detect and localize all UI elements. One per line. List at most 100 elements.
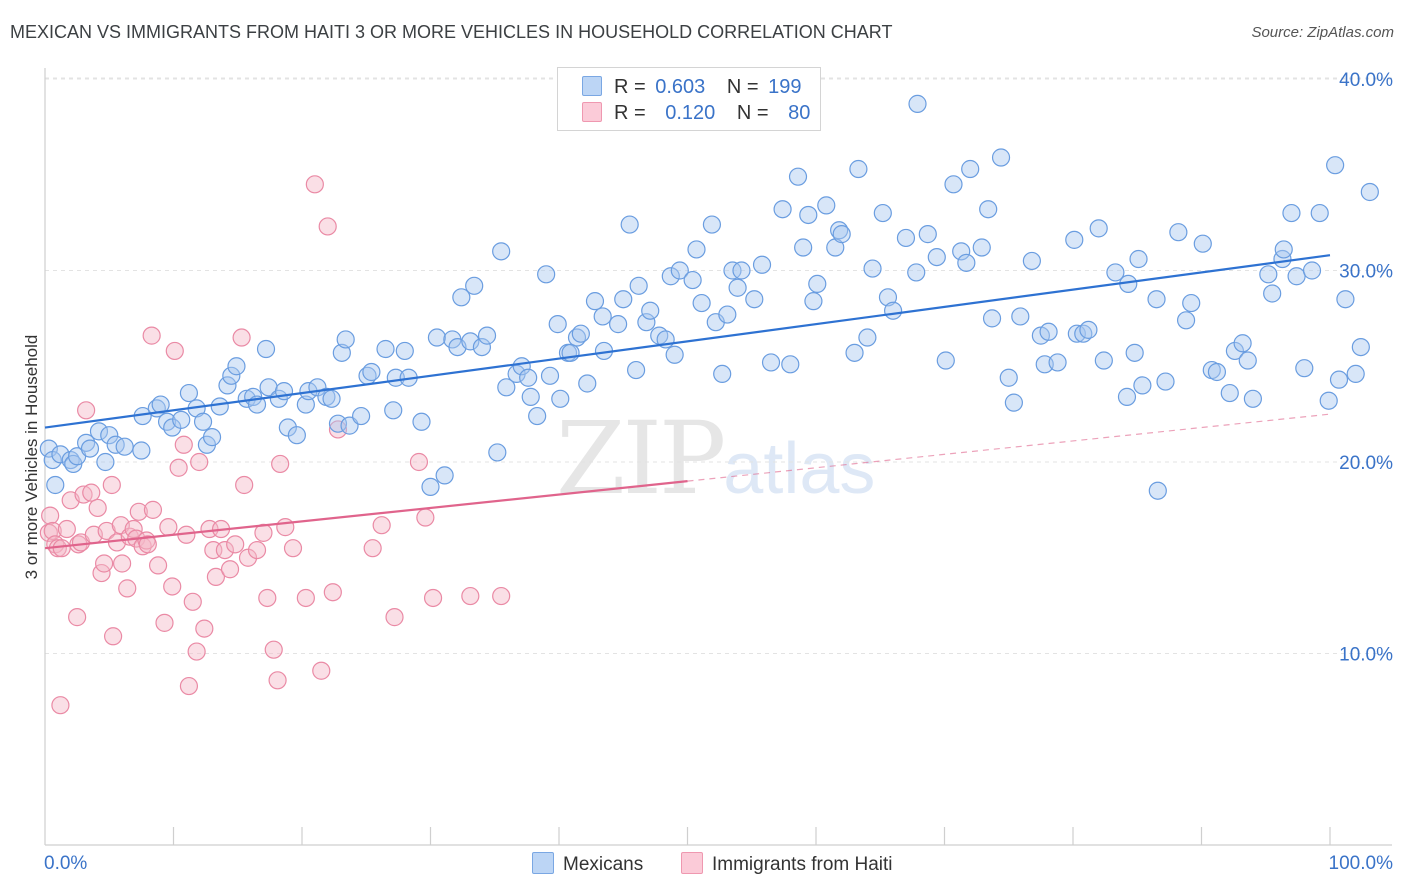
mexican-point <box>218 376 237 395</box>
haiti-point <box>82 483 101 502</box>
mexican-point <box>1295 359 1314 378</box>
haiti-point <box>77 401 96 420</box>
mexican-point <box>1176 311 1196 330</box>
haiti-point <box>138 535 157 554</box>
mexican-point <box>1259 265 1278 284</box>
r-label: R = <box>614 102 646 124</box>
mexican-point <box>665 345 684 364</box>
mexican-point <box>537 265 556 284</box>
mexican-point <box>1117 387 1137 406</box>
mexican-point <box>626 360 646 380</box>
haiti-point <box>155 613 174 632</box>
haiti-point <box>363 539 382 558</box>
haiti-point <box>57 519 76 539</box>
mexican-point <box>1148 481 1167 500</box>
haiti-point <box>88 498 107 518</box>
mexican-point <box>551 389 570 408</box>
mexican-point <box>352 406 371 426</box>
mexican-point <box>1106 263 1125 282</box>
mexican-point <box>641 301 660 320</box>
haiti-point <box>235 475 254 495</box>
haiti-point <box>271 454 290 474</box>
haiti-point <box>179 676 199 696</box>
mexican-point <box>614 290 633 309</box>
watermark-zip: ZIP <box>556 400 726 517</box>
mexicans-trend-line <box>44 254 1331 429</box>
haiti-point <box>268 671 287 690</box>
mexican-point <box>1310 203 1329 223</box>
mexican-point <box>991 148 1011 167</box>
haiti-point <box>174 435 193 454</box>
mexican-point <box>1273 249 1292 269</box>
mexican-point <box>687 240 706 259</box>
mexican-point <box>362 362 381 382</box>
mexican-point <box>477 326 497 345</box>
mexican-point <box>578 374 597 393</box>
mexican-point <box>863 259 882 278</box>
mexican-point <box>896 228 916 248</box>
haiti-point <box>232 328 251 347</box>
mexican-point <box>172 410 191 429</box>
haiti-point <box>159 518 178 537</box>
haiti-point <box>68 608 87 627</box>
haiti-point <box>328 420 348 439</box>
watermark: ZIPatlas <box>556 400 875 517</box>
mexican-point <box>728 278 747 297</box>
x-tick-label: 100.0% <box>1329 853 1394 874</box>
haiti-point <box>318 217 337 236</box>
mexican-point <box>1067 324 1086 343</box>
mexican-point <box>702 215 722 234</box>
source-label: Source: ZipAtlas.com <box>1251 24 1394 41</box>
mexican-point <box>936 351 955 370</box>
mexican-point <box>1125 343 1144 362</box>
mexican-point <box>1274 240 1293 259</box>
mexican-point <box>585 292 605 311</box>
mexican-point <box>732 261 751 280</box>
mexican-point <box>609 315 628 334</box>
mexican-point <box>132 441 151 460</box>
mexican-point <box>1022 251 1041 271</box>
legend-label-mexicans: Mexicans <box>563 854 644 875</box>
mexican-point <box>46 475 65 495</box>
mexican-point <box>1225 341 1245 361</box>
mexican-point <box>1079 320 1098 339</box>
mexican-point <box>322 389 341 408</box>
mexican-point <box>96 452 115 472</box>
legend-item-haiti[interactable]: Immigrants from Haiti <box>681 852 893 876</box>
haiti-point <box>195 619 214 638</box>
mexican-point <box>1207 362 1227 382</box>
haiti-points <box>39 175 511 715</box>
haiti-point <box>409 452 429 472</box>
legend-swatch-mexicans <box>532 852 554 874</box>
mexican-point <box>752 255 772 274</box>
mexican-point <box>952 242 971 261</box>
haiti-point <box>165 341 184 361</box>
mexican-point <box>256 339 276 359</box>
mexican-point <box>222 366 241 385</box>
haiti-point <box>385 608 404 627</box>
mexican-point <box>845 343 864 362</box>
haiti-point <box>372 516 391 535</box>
mexican-point <box>1133 376 1152 395</box>
mexican-point <box>683 270 702 290</box>
mexican-point <box>1065 230 1084 249</box>
mexican-point <box>1147 290 1166 309</box>
mexican-point <box>157 412 177 431</box>
trend-lines <box>44 254 1331 550</box>
mexican-point <box>1169 223 1188 242</box>
mexican-point <box>661 267 680 286</box>
n-label: N = <box>736 102 769 124</box>
haiti-point <box>283 539 303 558</box>
mexican-point <box>788 167 808 186</box>
mexican-point <box>629 276 648 295</box>
mexican-point <box>878 288 898 307</box>
mexican-point <box>883 301 903 320</box>
mexican-point <box>982 309 1002 328</box>
mexican-point <box>1287 267 1306 286</box>
legend-item-mexicans[interactable]: Mexicans <box>532 852 643 876</box>
mexican-point <box>287 426 306 445</box>
mexican-point <box>761 353 781 372</box>
n-value-haiti: 80 <box>788 102 811 124</box>
haiti-swatch <box>582 102 602 122</box>
mexican-point <box>492 242 511 261</box>
